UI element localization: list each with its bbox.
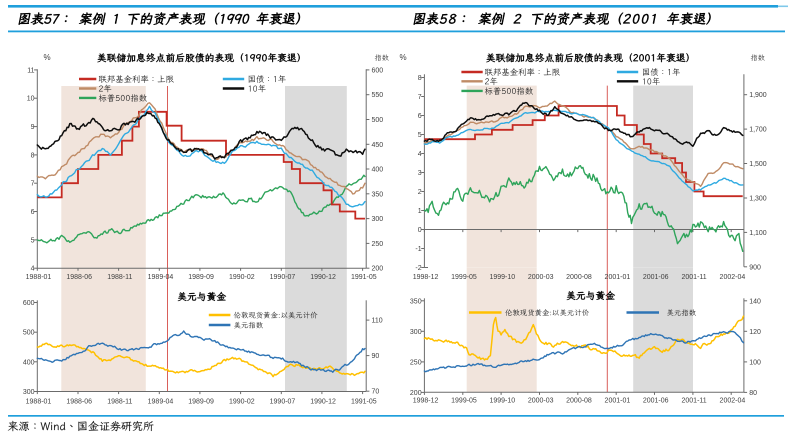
svg-text:600: 600 [23,300,35,307]
svg-text:1990-07: 1990-07 [270,398,296,405]
svg-text:1990-12: 1990-12 [310,274,336,281]
svg-text:0: 0 [418,227,422,234]
svg-text:8: 8 [31,152,35,159]
svg-text:1991-05: 1991-05 [351,398,377,405]
svg-text:2002-04: 2002-04 [720,274,746,281]
svg-text:5: 5 [418,132,422,139]
svg-text:1999-05: 1999-05 [451,274,477,281]
svg-text:450: 450 [372,142,384,149]
svg-text:300: 300 [372,216,384,223]
svg-text:300: 300 [23,389,35,396]
svg-text:2000-03: 2000-03 [528,274,554,281]
svg-text:1: 1 [418,208,422,215]
svg-text:2000-08: 2000-08 [566,274,592,281]
svg-text:1990-02: 1990-02 [229,398,255,405]
svg-text:1988-06: 1988-06 [66,274,92,281]
svg-text:1,700: 1,700 [749,127,767,134]
svg-text:2001-06: 2001-06 [643,398,669,405]
svg-text:900: 900 [749,264,761,271]
svg-text:%: % [399,53,406,62]
svg-text:6: 6 [418,113,422,120]
svg-text:500: 500 [372,117,384,124]
svg-text:1,900: 1,900 [749,92,767,99]
svg-text:2001-11: 2001-11 [682,398,707,405]
svg-text:8: 8 [418,75,422,82]
svg-text:-2: -2 [415,265,421,272]
svg-text:1998-12: 1998-12 [413,274,439,281]
svg-text:550: 550 [372,92,384,99]
svg-text:6: 6 [31,209,35,216]
svg-text:2001-01: 2001-01 [605,274,631,281]
svg-text:1988-06: 1988-06 [66,398,92,405]
svg-text:350: 350 [410,298,422,305]
svg-text:250: 250 [410,359,422,366]
svg-text:500: 500 [23,330,35,337]
svg-text:2001-01: 2001-01 [605,398,631,405]
svg-text:7: 7 [31,181,35,188]
svg-text:1999-10: 1999-10 [489,274,515,281]
svg-text:1989-04: 1989-04 [148,274,174,281]
svg-text:1,500: 1,500 [749,161,767,168]
svg-text:5: 5 [31,237,35,244]
svg-text:1998-12: 1998-12 [413,398,439,405]
svg-text:4: 4 [31,266,35,273]
svg-text:%: % [43,53,50,62]
svg-text:120: 120 [749,329,761,336]
svg-text:-1: -1 [415,246,421,253]
svg-text:1,300: 1,300 [749,196,767,203]
svg-text:400: 400 [23,359,35,366]
svg-text:70: 70 [372,389,380,396]
svg-text:3: 3 [418,170,422,177]
svg-text:1989-09: 1989-09 [188,274,214,281]
svg-text:10: 10 [27,96,35,103]
svg-text:2001-11: 2001-11 [682,274,707,281]
svg-text:1999-05: 1999-05 [451,398,477,405]
svg-text:2000-08: 2000-08 [566,398,592,405]
svg-text:200: 200 [372,266,384,273]
svg-text:1990-02: 1990-02 [229,274,255,281]
svg-text:80: 80 [749,390,757,397]
svg-text:1988-01: 1988-01 [26,274,52,281]
svg-text:1990-07: 1990-07 [270,274,296,281]
svg-text:110: 110 [372,318,383,325]
svg-text:9: 9 [31,124,35,131]
svg-text:400: 400 [372,167,384,174]
svg-text:1988-11: 1988-11 [107,274,132,281]
svg-text:1989-04: 1989-04 [148,398,174,405]
svg-text:600: 600 [372,67,384,74]
svg-text:2001-06: 2001-06 [643,274,669,281]
svg-text:1990-12: 1990-12 [310,398,336,405]
svg-text:4: 4 [418,151,422,158]
svg-text:1989-09: 1989-09 [188,398,214,405]
svg-text:300: 300 [410,329,422,336]
svg-text:1,100: 1,100 [749,230,767,237]
svg-text:350: 350 [372,191,384,198]
svg-text:11: 11 [27,67,34,74]
svg-text:2002-04: 2002-04 [720,398,746,405]
svg-text:1988-01: 1988-01 [26,398,52,405]
svg-text:140: 140 [749,298,761,305]
svg-text:200: 200 [410,390,422,397]
svg-text:1999-10: 1999-10 [489,398,515,405]
svg-text:7: 7 [418,94,422,101]
svg-text:2000-03: 2000-03 [528,398,554,405]
svg-text:250: 250 [372,241,384,248]
svg-text:100: 100 [749,359,761,366]
svg-text:2: 2 [418,189,422,196]
svg-text:1988-11: 1988-11 [107,398,132,405]
svg-text:1991-05: 1991-05 [351,274,377,281]
svg-text:90: 90 [372,353,380,360]
